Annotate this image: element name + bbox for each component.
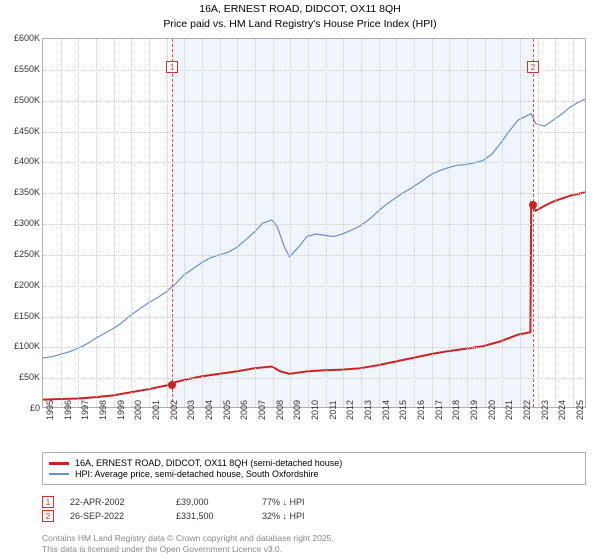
y-axis-label: £450K [4, 126, 40, 136]
legend-label-price-paid: 16A, ERNEST ROAD, DIDCOT, OX11 8QH (semi… [75, 458, 342, 468]
chart-lines-svg [43, 39, 585, 407]
x-axis-label: 2013 [363, 400, 373, 420]
y-axis-label: £300K [4, 218, 40, 228]
y-axis-label: £150K [4, 311, 40, 321]
y-axis-label: £350K [4, 187, 40, 197]
chart-title: 16A, ERNEST ROAD, DIDCOT, OX11 8QH Price… [0, 0, 600, 31]
x-axis-label: 2008 [275, 400, 285, 420]
x-axis-label: 2015 [398, 400, 408, 420]
x-axis-label: 2000 [133, 400, 143, 420]
x-axis-label: 2009 [292, 400, 302, 420]
x-axis-label: 1997 [80, 400, 90, 420]
datapoint-row: 2 26-SEP-2022 £331,500 32% ↓ HPI [42, 510, 342, 522]
x-axis-label: 2002 [169, 400, 179, 420]
y-axis-label: £250K [4, 249, 40, 259]
datapoints-table: 1 22-APR-2002 £39,000 77% ↓ HPI 2 26-SEP… [42, 494, 342, 524]
x-axis-label: 2019 [469, 400, 479, 420]
x-axis-label: 2022 [522, 400, 532, 420]
x-axis-label: 2014 [381, 400, 391, 420]
title-line-2: Price paid vs. HM Land Registry's House … [0, 17, 600, 32]
x-axis-label: 2024 [557, 400, 567, 420]
y-axis-label: £100K [4, 341, 40, 351]
datapoint-pct: 77% ↓ HPI [262, 497, 342, 507]
y-axis-label: £200K [4, 280, 40, 290]
x-axis-label: 1998 [98, 400, 108, 420]
x-axis-label: 2006 [239, 400, 249, 420]
x-axis-label: 2001 [151, 400, 161, 420]
x-axis-label: 2010 [310, 400, 320, 420]
attribution-line-2: This data is licensed under the Open Gov… [42, 544, 334, 555]
datapoint-row: 1 22-APR-2002 £39,000 77% ↓ HPI [42, 496, 342, 508]
x-axis-label: 1999 [116, 400, 126, 420]
legend-row-price-paid: 16A, ERNEST ROAD, DIDCOT, OX11 8QH (semi… [49, 458, 579, 468]
x-axis-label: 2005 [222, 400, 232, 420]
y-axis-label: £0 [4, 403, 40, 413]
chart-marker-label: 1 [166, 61, 178, 73]
datapoint-date: 26-SEP-2022 [70, 511, 160, 521]
chart-plot-area: 12 [42, 38, 586, 408]
attribution-line-1: Contains HM Land Registry data © Crown c… [42, 533, 334, 544]
x-axis-label: 2025 [575, 400, 585, 420]
x-axis-label: 2007 [257, 400, 267, 420]
chart-marker-label: 2 [527, 61, 539, 73]
legend-row-hpi: HPI: Average price, semi-detached house,… [49, 469, 579, 479]
y-axis-label: £500K [4, 95, 40, 105]
chart-marker-dot [168, 381, 176, 389]
x-axis-label: 2017 [434, 400, 444, 420]
x-axis-label: 2018 [451, 400, 461, 420]
x-axis-label: 2011 [328, 400, 338, 419]
y-axis-label: £50K [4, 372, 40, 382]
legend-box: 16A, ERNEST ROAD, DIDCOT, OX11 8QH (semi… [42, 452, 586, 485]
y-axis-label: £550K [4, 64, 40, 74]
x-axis-label: 1995 [45, 400, 55, 420]
y-axis-label: £600K [4, 33, 40, 43]
x-axis-label: 2004 [204, 400, 214, 420]
x-axis-label: 2023 [540, 400, 550, 420]
legend-label-hpi: HPI: Average price, semi-detached house,… [75, 469, 318, 479]
datapoint-pct: 32% ↓ HPI [262, 511, 342, 521]
legend-swatch-price-paid [49, 462, 69, 465]
datapoint-date: 22-APR-2002 [70, 497, 160, 507]
title-line-1: 16A, ERNEST ROAD, DIDCOT, OX11 8QH [0, 2, 600, 17]
datapoint-price: £331,500 [176, 511, 246, 521]
x-axis-label: 2021 [504, 400, 514, 420]
legend-swatch-hpi [49, 473, 69, 475]
attribution-text: Contains HM Land Registry data © Crown c… [42, 533, 334, 554]
x-axis-label: 2003 [186, 400, 196, 420]
y-axis-label: £400K [4, 156, 40, 166]
chart-marker-dot [529, 201, 537, 209]
x-axis-label: 2020 [487, 400, 497, 420]
x-axis-label: 2012 [345, 400, 355, 420]
datapoint-marker-icon: 1 [42, 496, 54, 508]
datapoint-price: £39,000 [176, 497, 246, 507]
x-axis-label: 2016 [416, 400, 426, 420]
datapoint-marker-icon: 2 [42, 510, 54, 522]
x-axis-label: 1996 [63, 400, 73, 420]
